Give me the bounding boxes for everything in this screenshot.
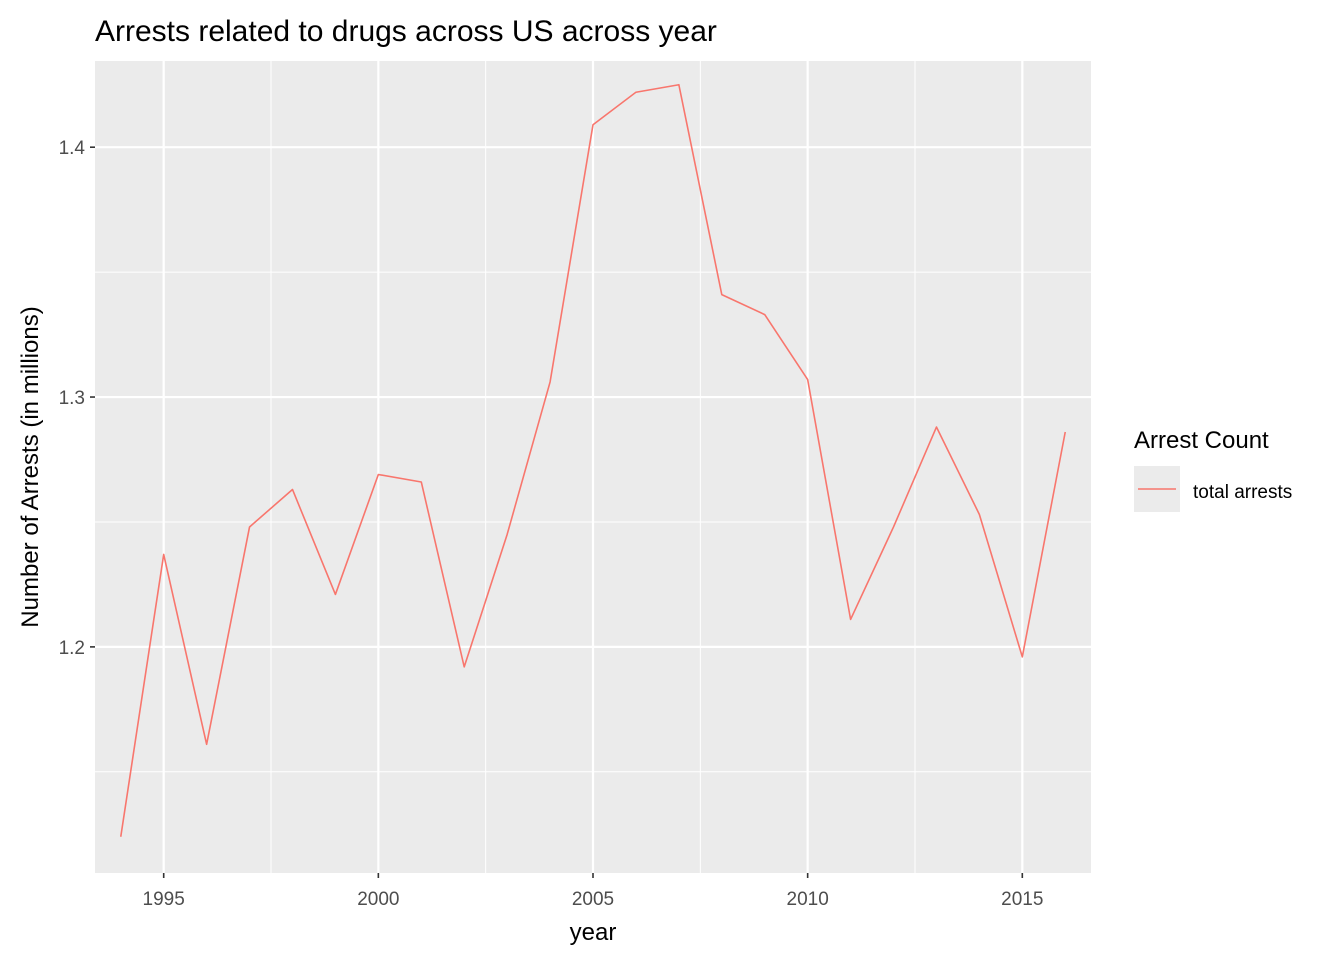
legend: Arrest Count total arrests [1134, 427, 1292, 512]
series-line-total-arrests [119, 83, 1067, 837]
x-tick-label: 2000 [357, 889, 399, 910]
y-tick-label: 1.4 [59, 138, 86, 159]
y-tick-label: 1.3 [59, 388, 85, 409]
legend-title: Arrest Count [1134, 427, 1269, 454]
series-layer [119, 83, 1067, 837]
x-tick-label: 1995 [143, 889, 185, 910]
y-axis-title: Number of Arrests (in millions) [17, 306, 44, 627]
x-axis-ticks: 1995 2000 2005 2010 2015 [143, 873, 1043, 910]
legend-label-total-arrests: total arrests [1193, 482, 1292, 503]
major-gridlines [95, 61, 1091, 873]
x-axis-title: year [570, 919, 617, 946]
x-tick-label: 2005 [572, 889, 614, 910]
x-tick-label: 2015 [1001, 889, 1043, 910]
y-tick-label: 1.2 [59, 638, 85, 659]
y-axis-ticks: 1.2 1.3 1.4 [59, 138, 95, 659]
x-tick-label: 2010 [787, 889, 829, 910]
chart-title: Arrests related to drugs across US acros… [95, 15, 717, 48]
